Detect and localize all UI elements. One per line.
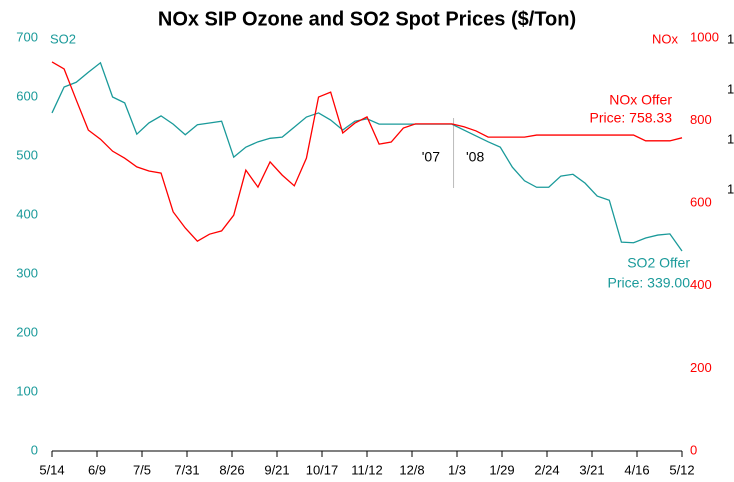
y-axis-label: SO2 <box>50 31 76 46</box>
x-tick-label: 5/14 <box>39 462 64 477</box>
chart-title: NOx SIP Ozone and SO2 Spot Prices ($/Ton… <box>158 8 576 30</box>
x-tick-label: 2/24 <box>534 462 559 477</box>
x-tick-label: 11/12 <box>351 462 383 477</box>
y-tick-label: 500 <box>16 147 38 162</box>
x-tick-label: 1/29 <box>489 462 514 477</box>
annotation: NOx Offer <box>609 92 672 108</box>
annotation: '07 <box>422 149 440 165</box>
x-tick-label: 3/21 <box>579 462 604 477</box>
x-tick-label: 7/31 <box>174 462 199 477</box>
clipped-label: 1 <box>727 131 734 146</box>
series-line <box>51 61 683 243</box>
y2-axis-label: NOx <box>652 31 679 46</box>
x-tick-label: 10/17 <box>306 462 339 477</box>
clipped-label: 1 <box>727 181 734 196</box>
clipped-label: 1 <box>727 31 734 46</box>
annotation: '08 <box>466 149 484 165</box>
clipped-label: 1 <box>727 81 734 96</box>
y2-tick-label: 200 <box>690 360 712 375</box>
x-tick-label: 1/3 <box>448 462 466 477</box>
y-tick-label: 700 <box>16 29 38 44</box>
y2-tick-label: 400 <box>690 277 712 292</box>
x-tick-label: 12/8 <box>399 462 424 477</box>
annotation: SO2 Offer <box>627 255 690 271</box>
series-line <box>51 61 683 252</box>
y2-tick-label: 0 <box>690 442 697 457</box>
y2-tick-label: 800 <box>690 112 712 127</box>
y-tick-label: 400 <box>16 206 38 221</box>
y-tick-label: 200 <box>16 324 38 339</box>
y2-tick-label: 1000 <box>690 29 719 44</box>
y-tick-label: 600 <box>16 88 38 103</box>
x-tick-label: 5/12 <box>669 462 694 477</box>
x-tick-label: 4/16 <box>624 462 649 477</box>
annotation: Price: 339.00 <box>608 275 691 291</box>
annotation: Price: 758.33 <box>590 110 673 126</box>
y-tick-label: 100 <box>16 383 38 398</box>
x-tick-label: 9/21 <box>264 462 289 477</box>
y2-tick-label: 600 <box>690 195 712 210</box>
x-tick-label: 6/9 <box>88 462 106 477</box>
x-tick-label: 7/5 <box>133 462 151 477</box>
y-tick-label: 0 <box>31 442 38 457</box>
y-tick-label: 300 <box>16 265 38 280</box>
x-tick-label: 8/26 <box>219 462 244 477</box>
